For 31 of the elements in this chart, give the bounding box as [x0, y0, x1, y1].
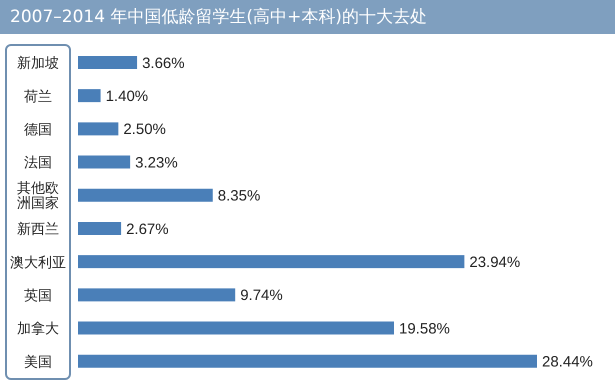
data-label: 19.58%: [399, 320, 450, 338]
bar: [78, 288, 236, 302]
y-tick-label: 法国: [24, 155, 52, 172]
data-label: 28.44%: [542, 354, 593, 371]
chart-title: 2007–2014 年中国低龄留学生(高中+本科)的十大去处: [0, 0, 615, 34]
bar: [78, 56, 138, 69]
data-label: 3.23%: [135, 154, 178, 172]
data-label: 2.67%: [126, 220, 169, 238]
data-label: 2.50%: [123, 121, 166, 138]
y-tick-label: 加拿大: [17, 321, 59, 338]
y-tick-label: 英国: [24, 288, 52, 304]
data-label: 1.40%: [106, 88, 148, 105]
y-tick-label: 新加坡: [17, 56, 59, 72]
data-label: 3.66%: [142, 54, 185, 72]
bar: [78, 188, 213, 202]
data-label: 8.35%: [218, 188, 260, 205]
bar: [78, 255, 464, 268]
bar: [78, 122, 118, 136]
data-label: 23.94%: [469, 254, 520, 271]
y-tick-label: 美国: [24, 354, 52, 370]
y-tick-label: 其他欧洲国家: [17, 180, 59, 212]
bar: [78, 156, 130, 169]
y-tick-label: 德国: [24, 122, 52, 138]
data-label: 9.74%: [240, 287, 283, 304]
y-tick-label: 澳大利亚: [10, 254, 66, 271]
y-tick-label: 荷兰: [24, 88, 52, 105]
bar: [78, 354, 537, 368]
y-tick-label: 新西兰: [17, 222, 59, 238]
bar: [78, 222, 122, 235]
bar: [78, 322, 394, 335]
bar: [78, 89, 101, 102]
